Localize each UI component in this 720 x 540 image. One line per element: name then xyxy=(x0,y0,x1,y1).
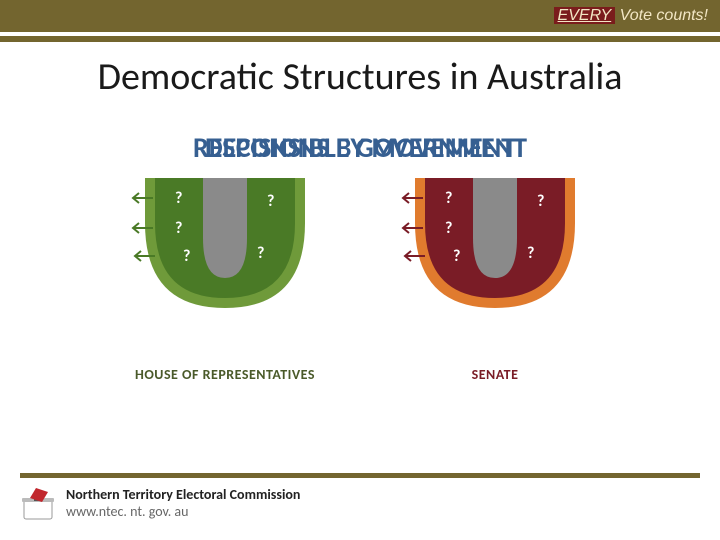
diagram-row: ? ? ? ? ? HOUSE OF REPRESENTATIVES ? xyxy=(0,178,720,383)
house-qmark: ? xyxy=(267,192,274,211)
senate-qmark: ? xyxy=(527,244,534,263)
subtitle-stack: DECISIONS BY MOVEMENT RESPONSIBLE GOVERN… xyxy=(0,130,720,170)
footer-rule xyxy=(20,473,700,478)
page-title: Democratic Structures in Australia xyxy=(0,54,720,100)
house-icon: ? ? ? ? ? xyxy=(125,178,325,358)
footer-text: Northern Territory Electoral Commission … xyxy=(66,487,300,521)
senate-qmark: ? xyxy=(445,219,452,238)
house-label: HOUSE OF REPRESENTATIVES xyxy=(135,366,315,383)
slide: EVERY Vote counts! Democratic Structures… xyxy=(0,0,720,540)
slogan-rest: Vote counts! xyxy=(615,7,708,24)
slogan: EVERY Vote counts! xyxy=(554,7,708,25)
senate-qmark: ? xyxy=(537,192,544,211)
slogan-emphasis: EVERY xyxy=(554,7,616,24)
house-qmark: ? xyxy=(183,247,190,266)
ballot-box-icon xyxy=(20,486,56,522)
senate-qmark: ? xyxy=(445,189,452,208)
footer-url: www.ntec. nt. gov. au xyxy=(66,504,300,521)
house-qmark: ? xyxy=(257,244,264,263)
header-rule xyxy=(0,36,720,42)
senate-qmark: ? xyxy=(453,247,460,266)
senate-icon: ? ? ? ? ? xyxy=(395,178,595,358)
house-qmark: ? xyxy=(175,189,182,208)
footer: Northern Territory Electoral Commission … xyxy=(0,473,720,522)
house-floor xyxy=(203,178,247,278)
header-bar: EVERY Vote counts! xyxy=(0,0,720,32)
footer-row: Northern Territory Electoral Commission … xyxy=(20,486,700,522)
footer-org: Northern Territory Electoral Commission xyxy=(66,487,300,504)
subtitle-front: RESPONSIBLE GOVERNMENT xyxy=(0,130,720,165)
senate-chamber: ? ? ? ? ? SENATE xyxy=(395,178,595,383)
senate-label: SENATE xyxy=(472,366,519,383)
house-chamber: ? ? ? ? ? HOUSE OF REPRESENTATIVES xyxy=(125,178,325,383)
house-qmark: ? xyxy=(175,219,182,238)
senate-floor xyxy=(473,178,517,278)
